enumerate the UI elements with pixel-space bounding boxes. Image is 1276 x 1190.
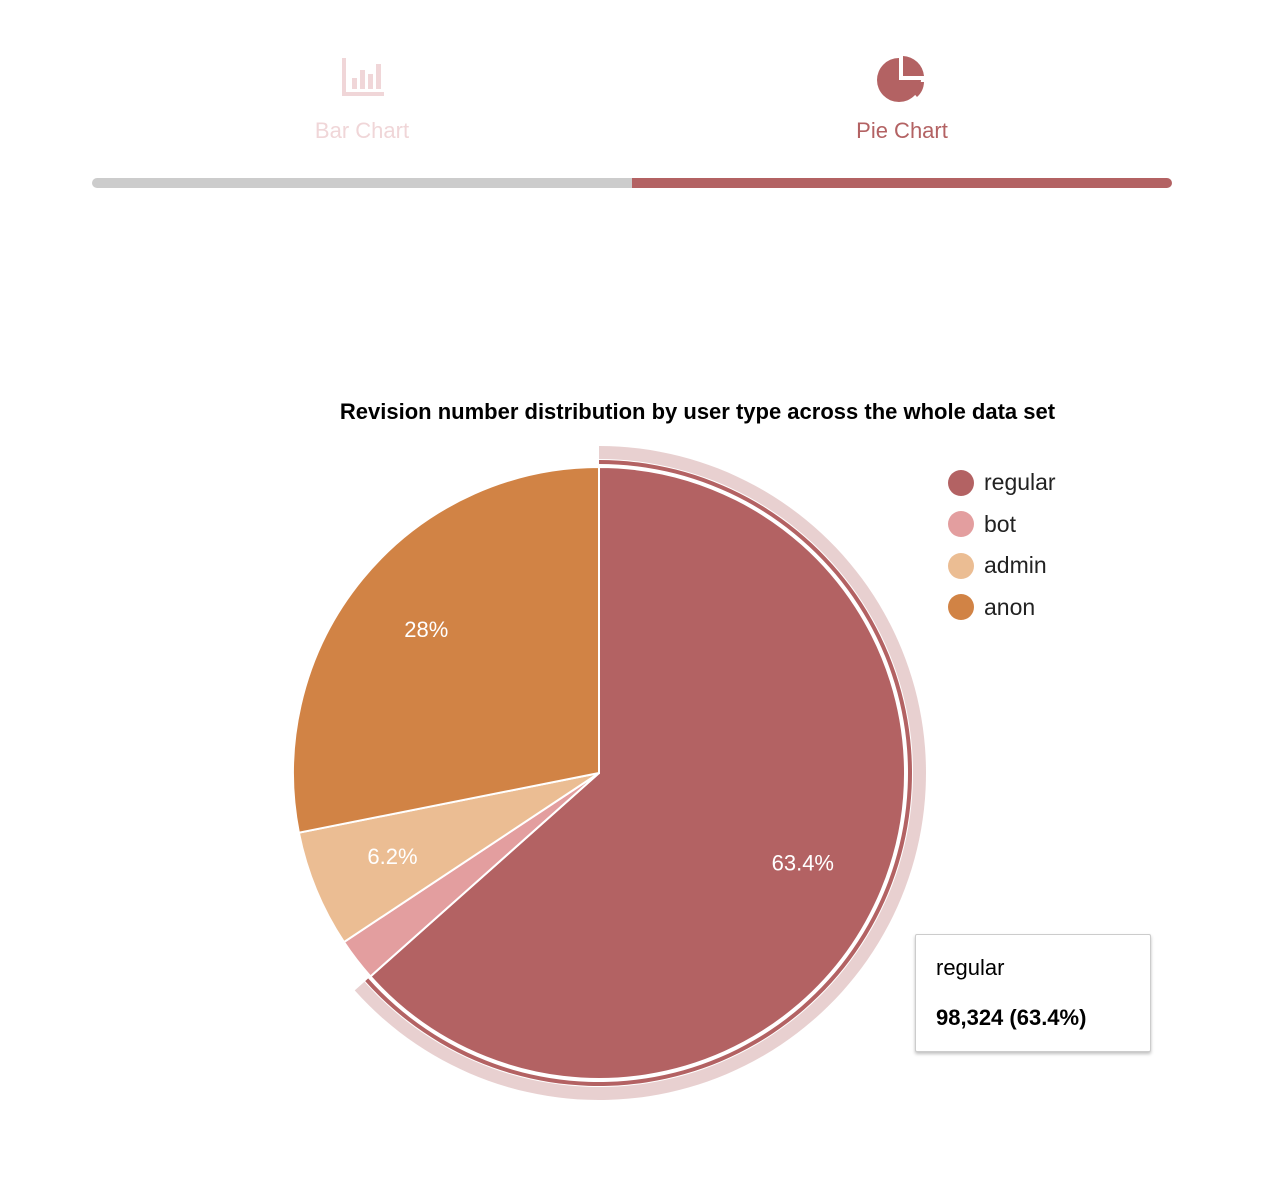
tab-bar-chart-label: Bar Chart xyxy=(314,118,410,143)
tooltip-series-name: regular xyxy=(936,955,1005,980)
tab-pie-chart[interactable]: Pie Chart xyxy=(632,40,1172,188)
tab-pie-chart-underline xyxy=(632,178,1172,188)
chart-tabs: Bar Chart Pie Chart xyxy=(92,40,1172,190)
legend-item-bot[interactable]: bot xyxy=(948,504,1056,546)
pie-slice-regular-highlight xyxy=(354,446,927,1100)
legend-label-regular: regular xyxy=(984,469,1056,496)
pie-slice-anon[interactable] xyxy=(292,465,600,834)
legend-swatch-anon xyxy=(948,594,974,621)
legend-swatch-bot xyxy=(948,511,974,538)
chart-tooltip: regular 98,324 (63.4%) xyxy=(915,934,1151,1052)
pie-chart-icon xyxy=(877,56,924,102)
legend-swatch-admin xyxy=(948,552,974,579)
pie-slice-admin[interactable] xyxy=(297,772,600,944)
pie-label-anon: 28% xyxy=(404,617,448,642)
legend-label-bot: bot xyxy=(984,510,1016,537)
pie-label-admin: 6.2% xyxy=(367,844,417,869)
tab-bar-chart[interactable]: Bar Chart xyxy=(92,40,632,188)
chart-legend: regular bot admin anon xyxy=(948,462,1056,628)
tooltip-value: 98,324 (63.4%) xyxy=(936,1005,1087,1030)
pie-label-regular: 63.4% xyxy=(772,850,834,875)
chart-title: Revision number distribution by user typ… xyxy=(339,399,1056,424)
legend-item-admin[interactable]: admin xyxy=(948,545,1056,587)
tab-bar-chart-underline xyxy=(92,178,632,188)
legend-swatch-regular xyxy=(948,469,974,496)
legend-label-anon: anon xyxy=(984,593,1036,620)
legend-item-regular[interactable]: regular xyxy=(948,462,1056,504)
legend-label-admin: admin xyxy=(984,552,1047,579)
pie-slice-regular[interactable] xyxy=(369,465,906,1080)
legend-item-anon[interactable]: anon xyxy=(948,587,1056,629)
tab-pie-chart-label: Pie Chart xyxy=(856,118,948,143)
bar-chart-icon xyxy=(342,58,384,96)
